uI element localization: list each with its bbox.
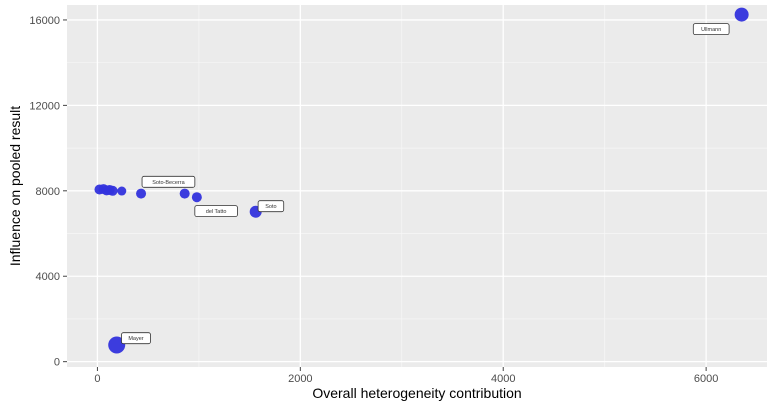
data-point <box>108 336 126 354</box>
point-label-box <box>257 200 285 213</box>
point-label-box <box>692 23 730 36</box>
data-point <box>117 186 127 196</box>
point-label-box <box>141 175 196 188</box>
x-tick-label: 6000 <box>694 373 718 385</box>
y-tick-label: 4000 <box>36 271 60 283</box>
x-axis-label: Overall heterogeneity contribution <box>312 385 521 401</box>
point-labels: Soto-Becerra Soto Ullmann Mayer del Tatto <box>121 23 730 345</box>
data-point <box>734 7 749 22</box>
minor-gridlines <box>67 5 767 367</box>
y-tick-label: 0 <box>54 357 60 369</box>
x-tick-label: 2000 <box>288 373 312 385</box>
point-label: Ullmann <box>701 27 721 33</box>
y-tick-label: 8000 <box>36 186 60 198</box>
point-label-box <box>121 332 151 345</box>
data-point <box>107 185 118 196</box>
point-label-obscured: del Tatto <box>206 209 227 215</box>
x-tick-label: 4000 <box>491 373 515 385</box>
data-point <box>191 192 202 203</box>
x-axis: 0 2000 4000 6000 <box>94 367 718 385</box>
y-axis-label: Influence on pooled result <box>7 106 23 266</box>
y-tick-label: 16000 <box>29 15 60 27</box>
point-label-obscured-box <box>194 205 238 217</box>
point-label: Soto-Becerra <box>152 180 185 186</box>
point-label: Soto <box>265 204 276 210</box>
y-tick-label: 12000 <box>29 100 60 112</box>
data-point <box>179 188 190 199</box>
major-gridlines <box>67 5 767 367</box>
y-axis: 0 4000 8000 12000 16000 <box>29 15 67 369</box>
data-points <box>94 7 749 354</box>
x-tick-label: 0 <box>94 373 100 385</box>
point-label: Mayer <box>128 336 143 342</box>
data-point <box>136 188 147 199</box>
